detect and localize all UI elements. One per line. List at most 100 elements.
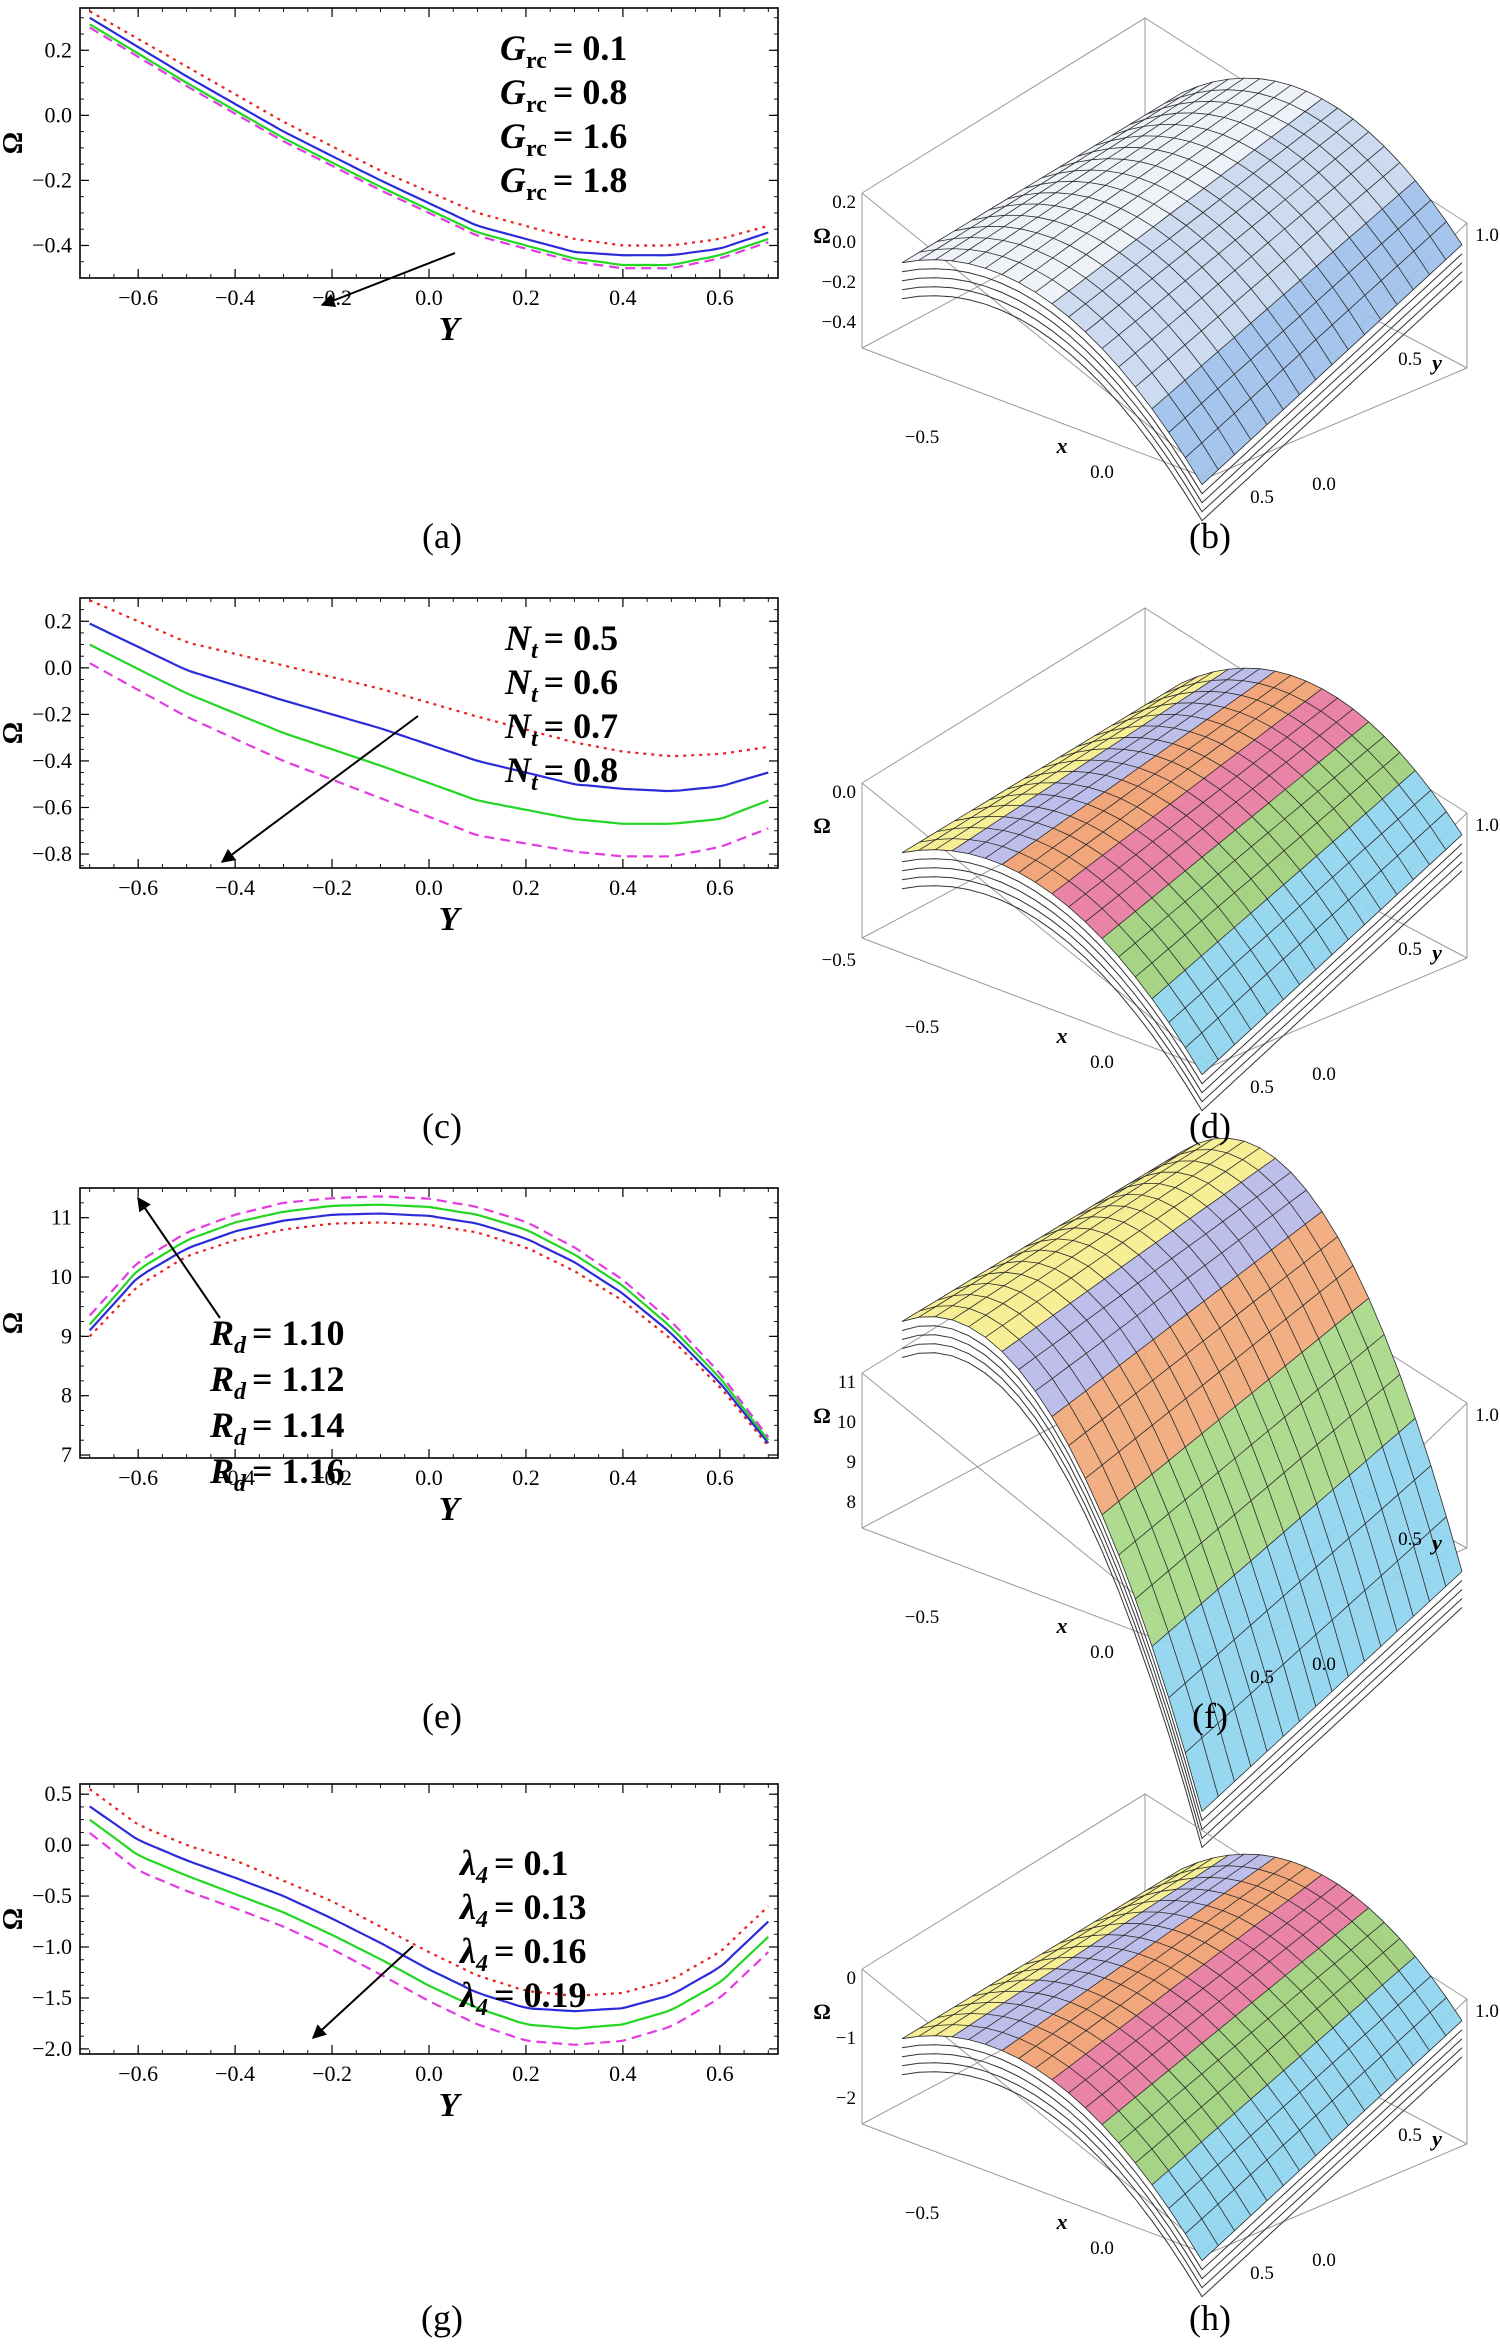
surface-band (1018, 675, 1307, 883)
z-tick-label: −1 (836, 2028, 856, 2049)
y-tick-label: 0.0 (1312, 2250, 1336, 2271)
y-tick-label: 1.0 (1475, 1405, 1499, 1426)
series-line-4 (89, 1832, 770, 2046)
surface-band (1068, 1236, 1354, 1479)
x-axis-label: x (1056, 2209, 1068, 2234)
surface-band (1085, 119, 1369, 349)
x-tick-label: 0.5 (1250, 1077, 1274, 1098)
mesh-line-v (1041, 759, 1333, 955)
surface-band (1035, 1190, 1322, 1417)
mesh-line-v (1181, 1137, 1463, 1572)
caption-d: (d) (1189, 1106, 1231, 1146)
x-tick-label: 0.2 (512, 285, 540, 310)
z-tick-label: 0.0 (832, 782, 856, 803)
surface-band (1018, 85, 1307, 293)
mesh-line-v (1164, 1865, 1447, 2036)
mesh-line-v (1024, 180, 1317, 380)
mesh-line-v (1181, 77, 1463, 245)
series-line-3 (89, 1818, 770, 2030)
surface-band (1152, 770, 1431, 1023)
y-tick-label: 8 (61, 1383, 72, 1408)
y-tick-label: −1.5 (32, 1985, 72, 2010)
y-tick-label: 0.5 (1398, 1529, 1422, 1550)
series-line-2 (89, 16, 769, 257)
x-tick-label: −0.2 (312, 1465, 352, 1490)
x-tick-label: −0.4 (215, 2061, 255, 2086)
trend-arrow (311, 1945, 414, 2039)
mesh-line-v (1059, 748, 1349, 940)
mesh-line-v (936, 827, 1235, 1045)
surface-band (1035, 681, 1322, 894)
z-tick-label: 0.2 (832, 192, 856, 213)
x-tick-label: 0.0 (1090, 1052, 1114, 1073)
surface-layer-edge (901, 253, 1463, 495)
surface-band (1018, 1172, 1307, 1392)
z-tick-label: −0.2 (822, 272, 856, 293)
surface-band (1118, 146, 1400, 387)
mesh-line-v (1129, 702, 1414, 880)
mesh-line-v (1181, 1853, 1463, 2021)
y-tick-label: 0.5 (45, 1781, 73, 1806)
surface-band (1168, 790, 1447, 1048)
x-tick-label: 0.5 (1250, 2263, 1274, 2284)
chart-c: −0.6 −0.4 −0.2 0.0 0.2 0.4 0.6 0.2 0.0 −0.2 −0.4 −0… (0, 597, 779, 938)
z-axis-label: Ω (813, 1999, 831, 2024)
surface-band (1102, 131, 1385, 367)
surface-band (1102, 721, 1385, 957)
y-tick-label: 0.0 (1312, 474, 1336, 495)
mesh-line-v (1006, 782, 1300, 985)
surface-band (1135, 1938, 1416, 2185)
y-tick-label: −0.6 (32, 794, 72, 819)
surface-band (918, 671, 1214, 851)
x-tick-label: 0.6 (706, 285, 734, 310)
surface-layer-edge (901, 2029, 1463, 2271)
y-tick-label: −0.4 (32, 748, 72, 773)
surface-panel-h: 0 −1 −2 Ω −0.5 0.0 0.5 x 0.0 0.5 1.0 y (813, 1793, 1499, 2298)
surface-band (1185, 1516, 1462, 1812)
series-line-1 (89, 599, 769, 758)
surface-band (1052, 98, 1338, 317)
mesh-line-v (971, 804, 1268, 1015)
surface-band (1102, 1298, 1385, 1555)
x-tick-label: 0.0 (415, 875, 443, 900)
mesh-line-v (1164, 1149, 1447, 1587)
series-line-3 (89, 23, 769, 267)
chart-a: −0.6 −0.4 −0.2 0.0 0.2 0.4 0.6 0.2 0.0 −0.2 −0.4 Y Ω… (0, 7, 779, 348)
surface-band (1168, 200, 1447, 458)
caption-c: (c) (422, 1106, 462, 1146)
y-tick-label: 0.0 (1312, 1064, 1336, 1085)
y-axis-label: Ω (0, 1312, 29, 1334)
trend-arrow (320, 252, 456, 307)
x-tick-label: −0.6 (118, 2061, 158, 2086)
y-tick-label: 0.5 (1398, 349, 1422, 370)
surface-layer-edge (901, 843, 1463, 1085)
surface-band (1052, 1874, 1338, 2093)
box-bottom-front-edge (861, 937, 1208, 1069)
mesh-line-v (1146, 690, 1430, 865)
surface-band (985, 668, 1276, 865)
mesh-line-v (1024, 770, 1317, 970)
surface-layer-edge (901, 1325, 1463, 1822)
surface-layer-edge (901, 2047, 1463, 2289)
x-tick-label: −0.2 (312, 875, 352, 900)
surface-band (968, 1141, 1260, 1338)
mesh-line-v (954, 1282, 1252, 1767)
surface-band (1168, 1465, 1447, 1753)
surface-band (1018, 1861, 1307, 2069)
mesh-line-v (936, 1294, 1235, 1782)
x-tick-label: −0.4 (215, 1465, 255, 1490)
y-axis-label: y (1429, 1530, 1442, 1555)
x-axis-label: x (1056, 1023, 1068, 1048)
x-tick-label: 0.4 (609, 2061, 637, 2086)
mesh-line-v (936, 237, 1235, 455)
x-axis-label: x (1056, 1613, 1068, 1638)
z-axis-label: Ω (813, 813, 831, 838)
y-tick-label: 0.0 (45, 1832, 73, 1857)
y-tick-label: −1.0 (32, 1934, 72, 1959)
surface-band (1102, 1907, 1385, 2143)
x-tick-label: 0.6 (706, 1465, 734, 1490)
y-tick-label: 9 (61, 1323, 72, 1348)
surface-band (1118, 1922, 1400, 2163)
y-tick-label: −0.4 (32, 232, 72, 257)
caption-h: (h) (1189, 2298, 1231, 2338)
